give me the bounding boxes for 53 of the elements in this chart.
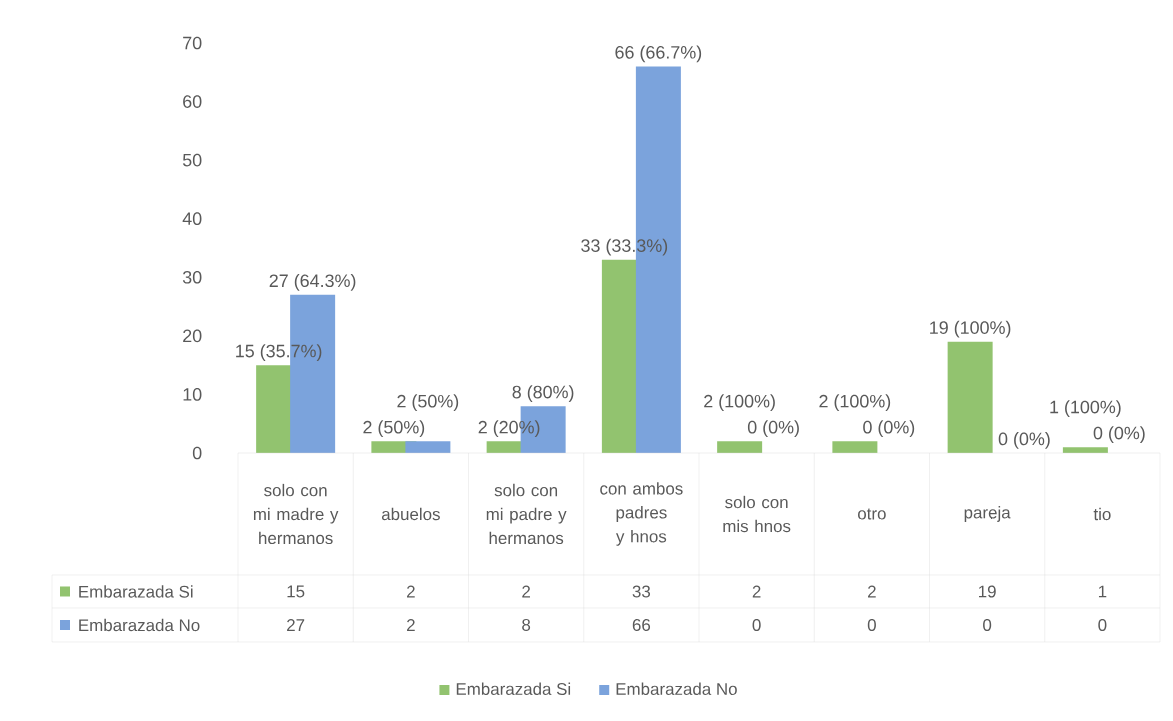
annotation: 0 (0%) bbox=[747, 420, 799, 438]
bar bbox=[405, 441, 451, 453]
annotation: 66 (66.7%) bbox=[615, 45, 702, 63]
annotation: 8 (80%) bbox=[512, 385, 574, 402]
legend-label: Embarazada Si bbox=[79, 585, 193, 598]
bar bbox=[947, 341, 993, 453]
data-label: 2 bbox=[407, 585, 415, 598]
y-tick-label: 10 bbox=[183, 388, 202, 401]
legend-label: Embarazada No bbox=[79, 618, 200, 632]
data-label: 2 bbox=[868, 585, 876, 598]
y-tick-label: 40 bbox=[182, 212, 202, 226]
bar bbox=[832, 441, 878, 453]
data-label: 1 bbox=[1098, 585, 1107, 598]
annotation: 2 (100%) bbox=[819, 394, 891, 412]
annotation: 0 (0%) bbox=[998, 432, 1050, 449]
data-label: 15 bbox=[287, 585, 305, 598]
annotation: 19 (100%) bbox=[930, 320, 1011, 338]
annotation: 2 (100%) bbox=[704, 394, 775, 412]
y-tick-label: 70 bbox=[183, 36, 202, 50]
x-tick-label: pareja bbox=[964, 506, 1011, 522]
y-tick-label: 30 bbox=[182, 270, 202, 284]
y-tick-label: 60 bbox=[183, 95, 202, 108]
bar bbox=[717, 441, 763, 453]
x-tick-label: con ambos padres y hnos bbox=[600, 482, 683, 546]
annotation: 1 (100%) bbox=[1050, 400, 1121, 417]
data-label: 27 bbox=[287, 619, 305, 631]
annotation: 0 (0%) bbox=[1093, 426, 1145, 443]
text: Embarazada No bbox=[616, 682, 737, 696]
data-label: 0 bbox=[1098, 618, 1107, 631]
annotation: 2 (50%) bbox=[397, 394, 459, 412]
data-label: 66 bbox=[632, 618, 651, 631]
data-label: 0 bbox=[983, 618, 992, 631]
annotation: 2 (50%) bbox=[363, 420, 425, 438]
y-tick-label: 20 bbox=[183, 329, 202, 343]
data-label: 0 bbox=[867, 618, 876, 631]
data-label: 33 bbox=[632, 585, 651, 598]
annotation: 27 (64.3%) bbox=[269, 273, 356, 291]
x-tick-label: otro bbox=[858, 508, 886, 520]
annotation: 0 (0%) bbox=[863, 420, 915, 438]
data-label: 2 bbox=[522, 585, 530, 598]
x-tick-label: solo con mis hnos bbox=[723, 495, 791, 533]
data-label: 0 bbox=[752, 618, 761, 631]
x-tick-label: abuelos bbox=[381, 507, 440, 521]
data-label: 19 bbox=[979, 585, 996, 598]
x-tick-label: solo con mi padre y hermanos bbox=[486, 483, 567, 545]
x-tick-label: tio bbox=[1093, 507, 1111, 521]
x-tick-label: solo con mi madre y hermanos bbox=[253, 483, 339, 545]
y-tick-label: 0 bbox=[192, 446, 202, 460]
text: Embarazada Si bbox=[456, 682, 571, 696]
y-tick-label: 50 bbox=[182, 153, 202, 167]
data-label: 2 bbox=[407, 619, 415, 631]
data-label: 2 bbox=[752, 585, 761, 598]
data-label: 8 bbox=[522, 618, 531, 631]
